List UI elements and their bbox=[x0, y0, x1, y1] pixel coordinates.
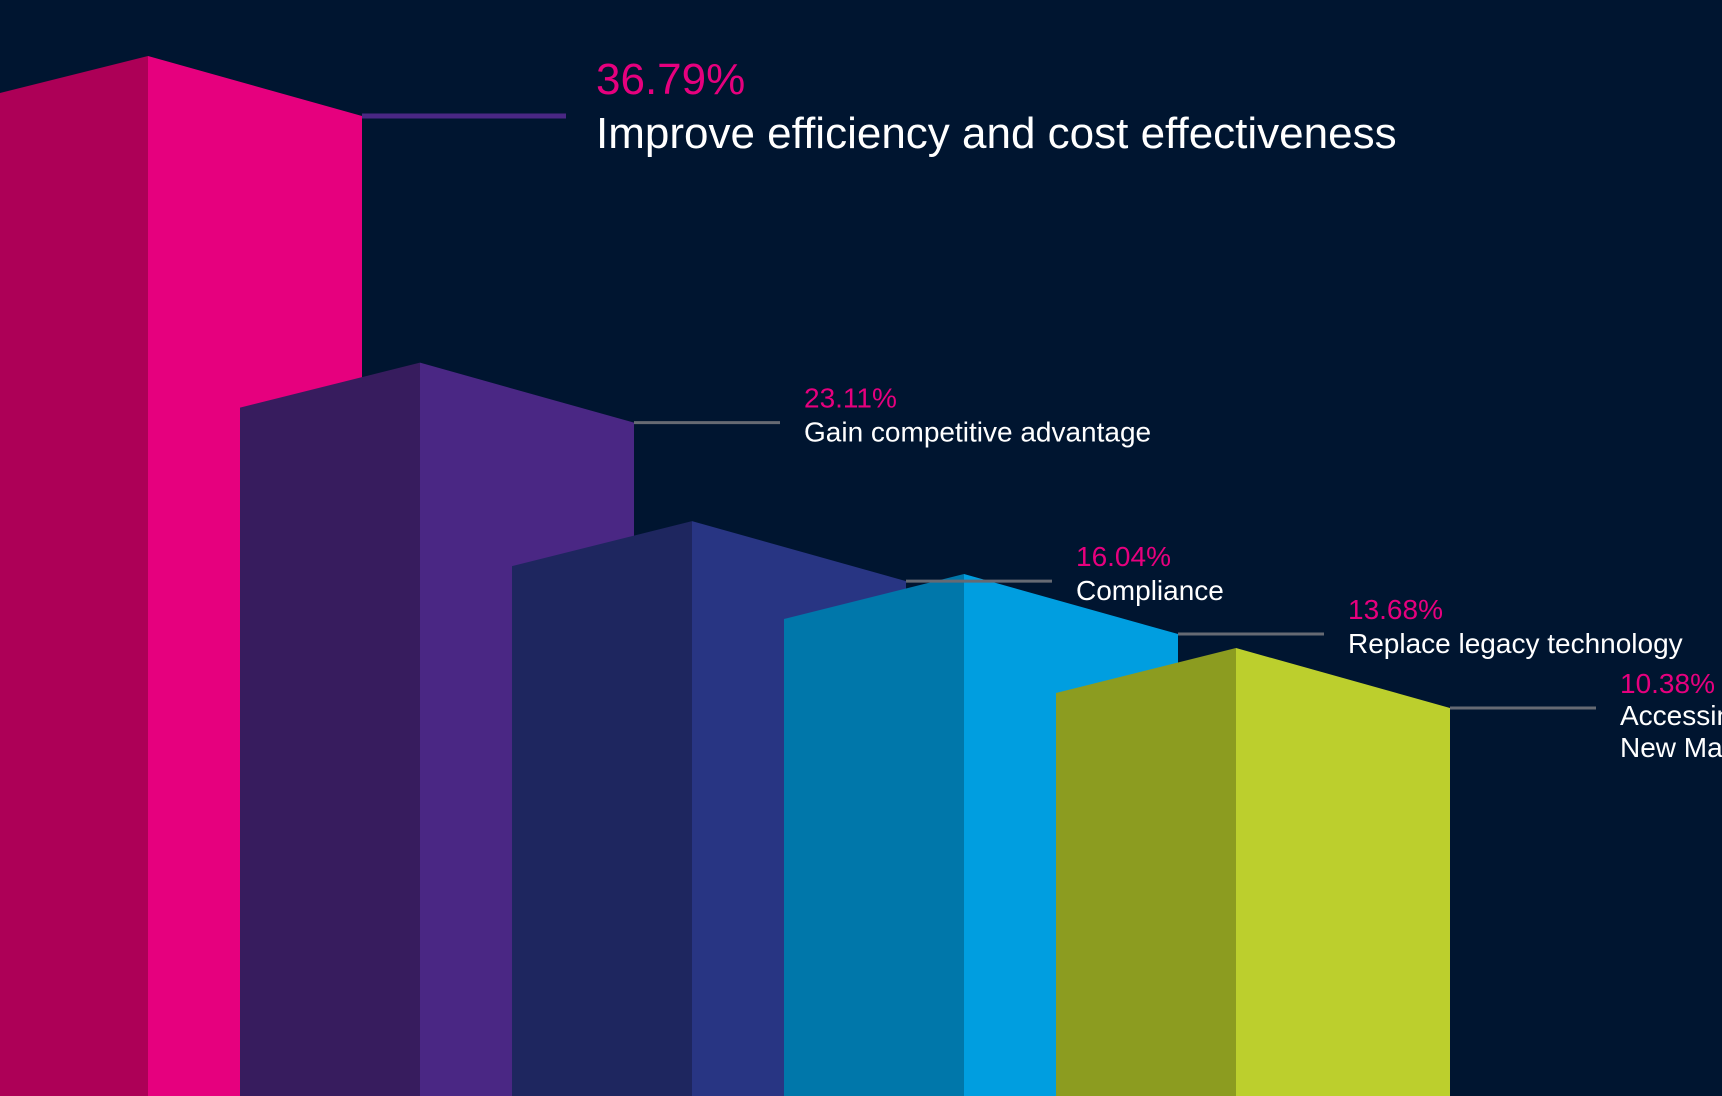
bar-side-4 bbox=[784, 574, 964, 1096]
bar-side-5 bbox=[1056, 648, 1236, 1096]
value-label-5: 10.38% bbox=[1620, 668, 1715, 699]
category-label-4: Replace legacy technology bbox=[1348, 628, 1683, 659]
annotations-group: 36.79% Improve efficiency and cost effect… bbox=[362, 55, 1722, 763]
bar-side-2 bbox=[240, 362, 420, 1096]
bar-side-3 bbox=[512, 521, 692, 1096]
category-label-1: Improve efficiency and cost effectivenes… bbox=[596, 109, 1397, 158]
value-label-2: 23.11% bbox=[804, 383, 897, 414]
value-label-4: 13.68% bbox=[1348, 594, 1443, 625]
category-label-3: Compliance bbox=[1076, 575, 1224, 606]
value-label-3: 16.04% bbox=[1076, 541, 1171, 572]
value-label-1: 36.79% bbox=[596, 55, 745, 104]
category-label-5-line-2: New Market bbox=[1620, 732, 1722, 763]
category-label-5-line-1: Accessing bbox=[1620, 700, 1722, 731]
category-label-2: Gain competitive advantage bbox=[804, 417, 1151, 448]
bar-side-1 bbox=[0, 56, 148, 1096]
bars-group bbox=[0, 56, 1450, 1096]
bar-5 bbox=[1236, 648, 1450, 1096]
